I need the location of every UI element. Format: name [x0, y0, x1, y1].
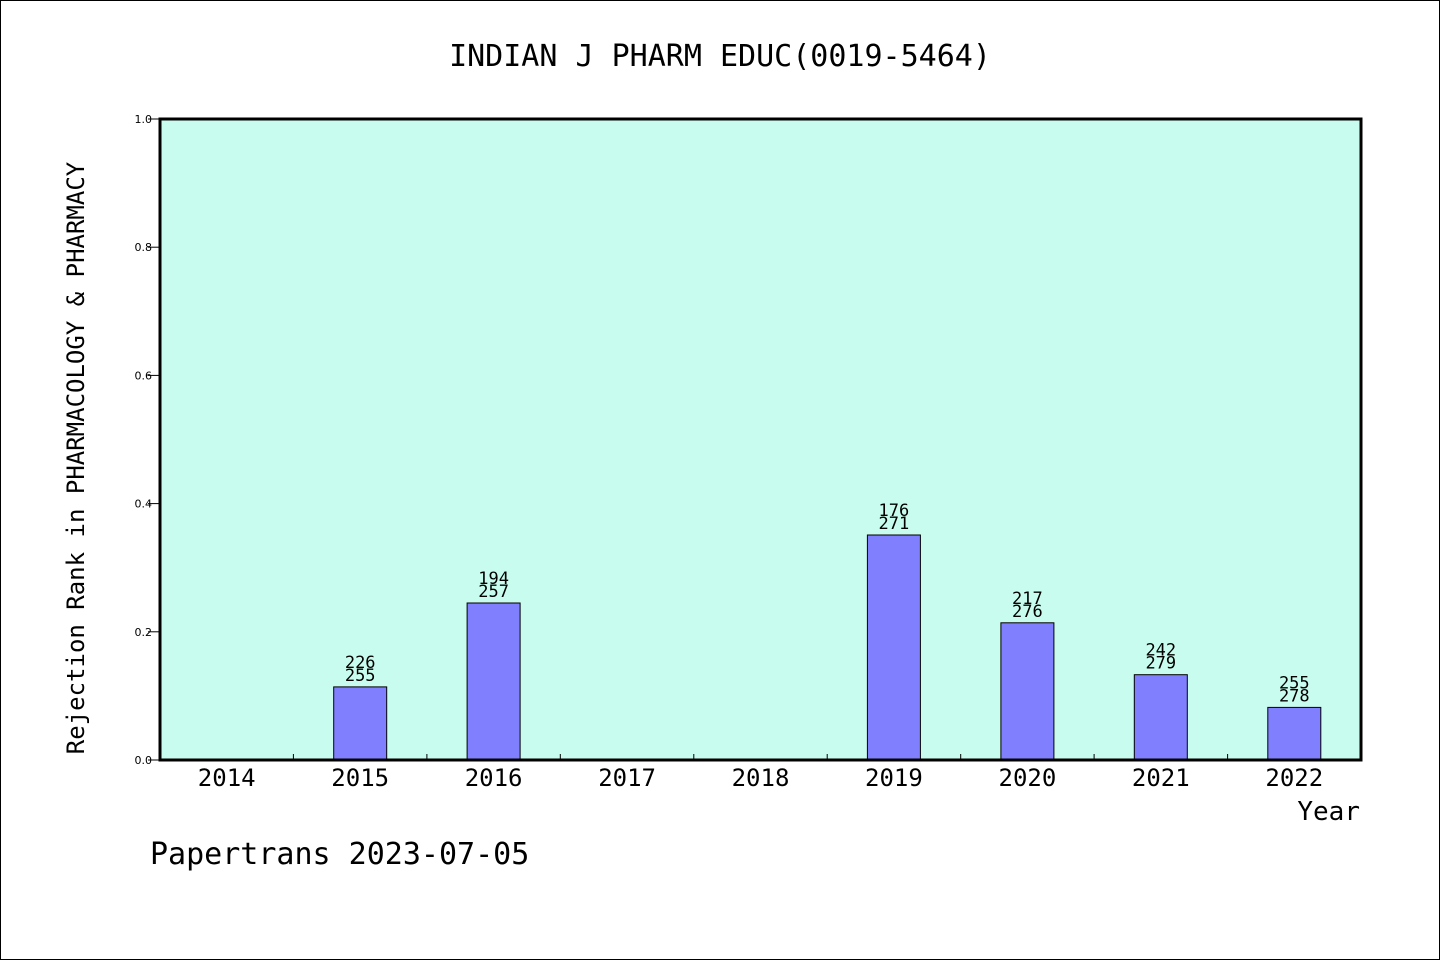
bar-rank-label-2021: 242: [1145, 641, 1176, 661]
bar-rank-label-2016: 194: [478, 569, 509, 589]
x-tick-label-2022: 2022: [1265, 764, 1323, 792]
x-tick-label-2015: 2015: [331, 764, 389, 792]
x-tick-label-2018: 2018: [732, 764, 790, 792]
bar-rank-label-2019: 176: [879, 501, 910, 521]
y-tick-label: 0.6: [135, 369, 153, 382]
x-tick-label-2014: 2014: [198, 764, 256, 792]
bar-total-label-2021: 279: [1145, 654, 1176, 674]
bar-2020: [1000, 622, 1055, 761]
bar-2021: [1133, 674, 1188, 761]
x-tick-label-2020: 2020: [999, 764, 1057, 792]
bar-2016: [466, 602, 521, 761]
chart-title: INDIAN J PHARM EDUC(0019-5464): [449, 39, 991, 74]
x-tick-label-2019: 2019: [865, 764, 923, 792]
y-tick-label: 0.0: [135, 754, 153, 767]
plot-border: [158, 117, 1363, 762]
x-axis-label: Year: [1297, 797, 1360, 827]
x-tick-label-2017: 2017: [598, 764, 656, 792]
x-tick-label-2016: 2016: [465, 764, 523, 792]
plot-area: [160, 119, 1361, 760]
bar-rank-label-2015: 226: [345, 653, 376, 673]
bar-total-label-2022: 278: [1279, 686, 1310, 706]
bar-rank-label-2020: 217: [1012, 589, 1043, 609]
bar-total-label-2019: 271: [879, 514, 910, 534]
bar-total-label-2020: 276: [1012, 602, 1043, 622]
y-tick-label: 0.4: [135, 498, 153, 511]
bar-rank-label-2022: 255: [1279, 673, 1310, 693]
bar-total-label-2016: 257: [478, 582, 509, 602]
y-axis-label: Rejection Rank in PHARMACOLOGY & PHARMAC…: [62, 161, 90, 754]
bars-group: [333, 534, 1322, 761]
bar-2015: [333, 686, 388, 761]
y-tick-label: 0.2: [135, 626, 153, 639]
x-axis: 2014 2015 2016 2017 2018 2019 2020 2021 2022: [198, 754, 1323, 792]
bar-2019: [866, 534, 921, 761]
y-axis: 0.0 0.2 0.4 0.6 0.8 1.0: [135, 113, 160, 767]
y-tick-label: 1.0: [135, 113, 153, 126]
bar-total-label-2015: 255: [345, 666, 376, 686]
footer-credit: Papertrans 2023-07-05: [150, 837, 529, 872]
y-tick-label: 0.8: [135, 241, 153, 254]
x-tick-label-2021: 2021: [1132, 764, 1190, 792]
bar-2022: [1267, 706, 1322, 761]
